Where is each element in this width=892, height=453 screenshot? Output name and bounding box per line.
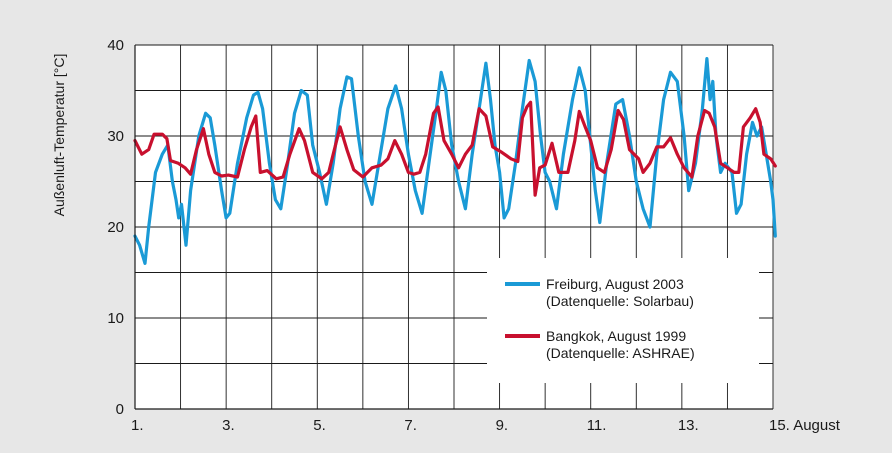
x-tick-label: 11.: [587, 417, 607, 434]
legend-box: [487, 258, 759, 383]
y-axis-title: Außenluft-Temperatur [°C]: [51, 54, 67, 217]
x-tick-label: 5.: [313, 417, 326, 434]
series-layer: [133, 57, 777, 265]
series-line-bangkok: [133, 100, 777, 197]
x-tick-label: 3.: [222, 417, 235, 434]
y-tick-label: 30: [107, 128, 124, 145]
axes: [134, 45, 773, 410]
legend: Freiburg, August 2003 (Datenquelle: Sola…: [487, 258, 759, 383]
x-tick-label: 7.: [404, 417, 417, 434]
y-tick-label: 40: [107, 37, 124, 54]
legend-label-bangkok: Bangkok, August 1999: [546, 328, 686, 344]
y-tick-label: 20: [107, 219, 124, 236]
tick-labels: 0 10 20 30 40 1. 3. 5. 7. 9. 11. 13. 15. August: [107, 37, 840, 434]
x-tick-label: 15. August: [769, 417, 841, 434]
y-tick-label: 10: [107, 310, 124, 327]
x-tick-label: 9.: [496, 417, 509, 434]
y-tick-label: 0: [116, 401, 124, 418]
x-tick-label: 13.: [678, 417, 699, 434]
legend-source-freiburg: (Datenquelle: Solarbau): [546, 293, 694, 309]
legend-label-freiburg: Freiburg, August 2003: [546, 276, 684, 292]
legend-source-bangkok: (Datenquelle: ASHRAE): [546, 345, 695, 361]
x-tick-label: 1.: [131, 417, 144, 434]
